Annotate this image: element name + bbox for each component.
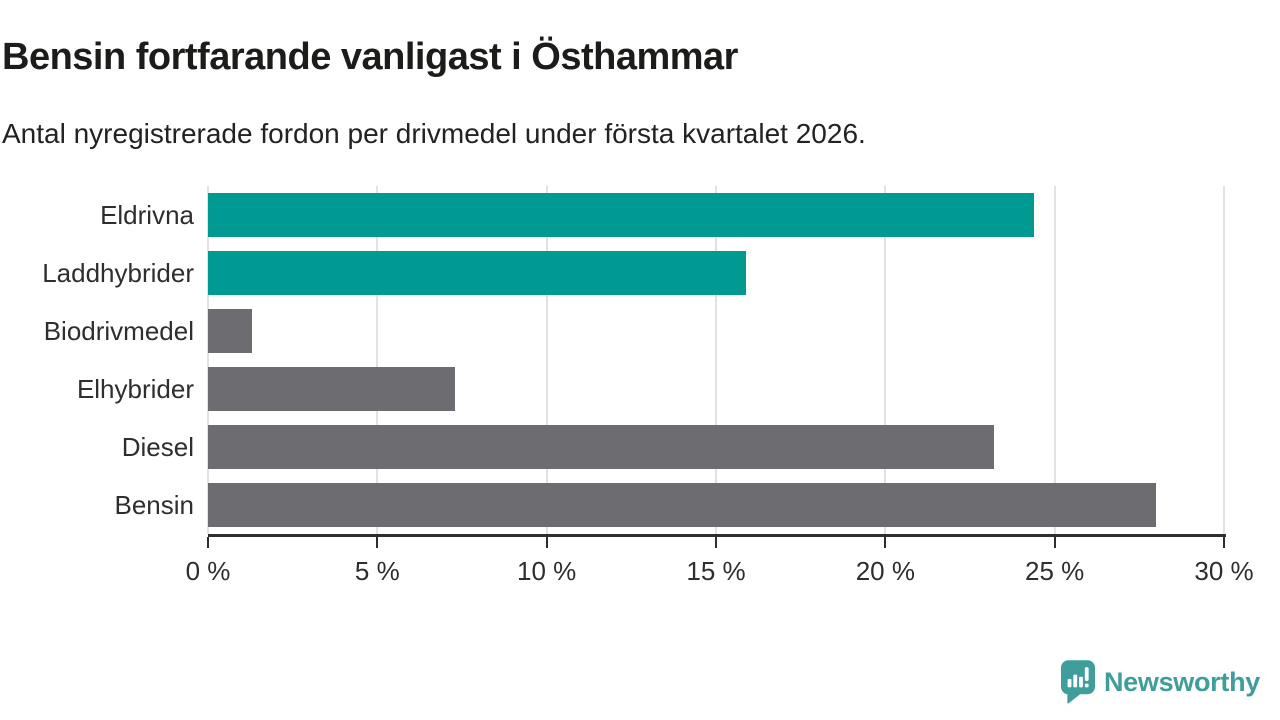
bar-chart: Eldrivna Laddhybrider Biodrivmedel Elhybrid… xyxy=(0,186,1260,606)
bar-diesel xyxy=(208,425,994,469)
x-axis-tick-10 xyxy=(545,537,548,548)
gridline-25 xyxy=(1053,186,1056,534)
category-label-elhybrider: Elhybrider xyxy=(76,373,194,404)
category-label-laddhybrider: Laddhybrider xyxy=(42,257,194,288)
category-label-bensin: Bensin xyxy=(114,489,195,520)
x-axis-tick-label-0: 0 % xyxy=(185,556,231,586)
x-axis-tick-25 xyxy=(1053,537,1056,548)
category-label-biodrivmedel: Biodrivmedel xyxy=(43,315,194,346)
chart-subtitle: Antal nyregistrerade fordon per drivmede… xyxy=(2,118,866,149)
bar-biodrivmedel xyxy=(208,309,253,353)
x-axis-tick-20 xyxy=(884,537,887,548)
gridline-10 xyxy=(545,186,548,534)
category-axis: Eldrivna Laddhybrider Biodrivmedel Elhybrid… xyxy=(0,186,194,534)
gridline-0 xyxy=(207,186,209,534)
x-axis-tick-5 xyxy=(376,537,379,548)
x-axis-tick-label-30: 30 % xyxy=(1194,556,1254,586)
gridline-15 xyxy=(715,186,717,534)
category-label-diesel: Diesel xyxy=(121,431,194,462)
bar-eldrivna xyxy=(208,193,1035,237)
x-axis-tick-label-25: 25 % xyxy=(1025,556,1085,586)
category-label-eldrivna: Eldrivna xyxy=(100,199,194,230)
x-axis-tick-15 xyxy=(715,537,717,548)
x-axis-tick-label-20: 20 % xyxy=(855,556,915,586)
gridline-20 xyxy=(884,186,887,534)
x-axis-tick-label-15: 15 % xyxy=(686,556,746,586)
bar-bensin xyxy=(208,483,1157,527)
newsworthy-logo-text: Newsworthy xyxy=(1103,666,1260,697)
bar-laddhybrider xyxy=(208,251,747,295)
x-axis-tick-label-5: 5 % xyxy=(354,556,400,586)
x-axis-line xyxy=(208,534,1226,537)
chart-title: Bensin fortfarande vanligast i Östhammar xyxy=(2,36,738,78)
newsworthy-logo-icon xyxy=(1060,660,1095,704)
gridline-30 xyxy=(1223,186,1225,534)
gridline-5 xyxy=(376,186,379,534)
x-axis-tick-label-10: 10 % xyxy=(517,556,577,586)
branding: Newsworthy xyxy=(1060,660,1260,704)
x-axis-tick-0 xyxy=(207,537,209,548)
x-axis-tick-30 xyxy=(1223,537,1225,548)
plot-area xyxy=(207,186,1225,534)
bar-elhybrider xyxy=(208,367,456,411)
